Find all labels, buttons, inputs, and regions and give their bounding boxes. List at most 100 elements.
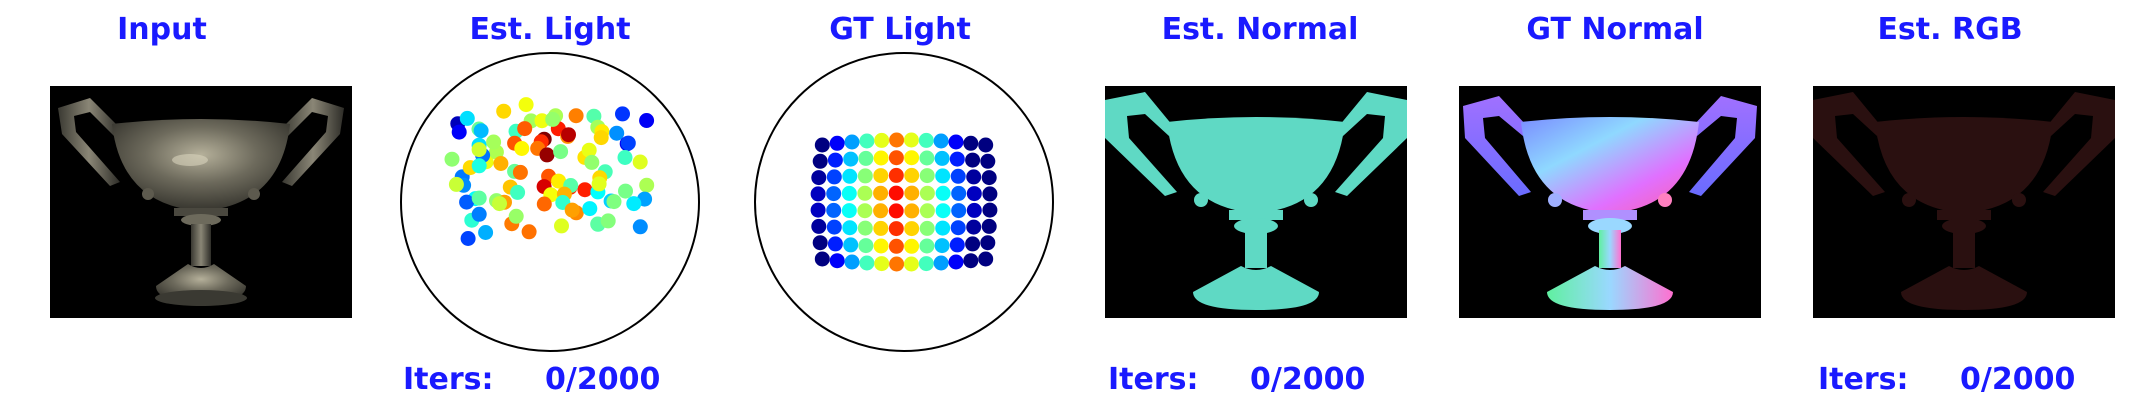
light-dot bbox=[935, 185, 951, 201]
light-dot bbox=[859, 255, 875, 271]
light-dot bbox=[521, 224, 537, 240]
light-dot bbox=[978, 251, 994, 267]
gt-light-sphere bbox=[752, 50, 1056, 354]
light-dot bbox=[966, 169, 982, 185]
light-dot bbox=[919, 185, 935, 201]
light-dot bbox=[842, 168, 858, 184]
light-dot bbox=[935, 220, 951, 236]
light-dot bbox=[827, 152, 843, 168]
light-dot bbox=[950, 168, 966, 184]
light-dot bbox=[888, 150, 904, 166]
light-dot bbox=[510, 184, 526, 200]
light-dot bbox=[471, 206, 487, 222]
light-dot bbox=[554, 218, 569, 234]
light-dot bbox=[904, 238, 920, 254]
est-light-title: Est. Light bbox=[469, 12, 631, 47]
light-dot bbox=[904, 167, 920, 183]
light-dot bbox=[826, 219, 842, 235]
light-dot bbox=[553, 144, 569, 160]
light-dot bbox=[626, 196, 642, 212]
light-dot bbox=[459, 110, 475, 126]
light-dot bbox=[811, 170, 827, 186]
light-dot bbox=[933, 133, 949, 149]
gt-normal-title: GT Normal bbox=[1526, 12, 1704, 47]
est-rgb-image bbox=[1813, 86, 2115, 318]
light-dot bbox=[858, 150, 874, 166]
light-dot bbox=[919, 238, 935, 254]
light-dot bbox=[842, 220, 858, 236]
light-dot bbox=[874, 256, 890, 272]
light-dot bbox=[873, 238, 889, 254]
light-dot bbox=[857, 203, 873, 219]
light-dot bbox=[639, 113, 655, 128]
iters-value: 0/2000 bbox=[1960, 362, 2076, 397]
light-dot bbox=[918, 256, 934, 272]
light-dot bbox=[810, 186, 826, 202]
light-dot bbox=[512, 164, 528, 180]
light-dot bbox=[545, 111, 561, 127]
light-dot bbox=[948, 254, 964, 270]
light-dot bbox=[934, 238, 950, 254]
light-dot bbox=[935, 168, 951, 184]
light-dot bbox=[814, 251, 830, 267]
light-dot bbox=[981, 218, 997, 234]
light-dot bbox=[889, 132, 905, 148]
est-light-sphere bbox=[398, 50, 702, 354]
light-dot bbox=[471, 190, 487, 206]
light-dot bbox=[810, 202, 826, 218]
gt-light-title: GT Light bbox=[829, 12, 971, 47]
light-dot bbox=[981, 170, 997, 186]
light-dot bbox=[888, 167, 904, 183]
light-dot bbox=[873, 168, 889, 184]
light-dot bbox=[459, 194, 475, 210]
light-dot bbox=[811, 218, 827, 234]
light-dot bbox=[857, 220, 873, 236]
light-dot bbox=[518, 97, 534, 113]
light-dot bbox=[584, 154, 600, 170]
light-dot bbox=[444, 151, 460, 167]
light-dot bbox=[904, 150, 920, 166]
light-dot bbox=[577, 182, 593, 198]
light-dot bbox=[814, 137, 830, 153]
est-normal-title: Est. Normal bbox=[1161, 12, 1359, 47]
light-dot bbox=[812, 153, 828, 169]
light-dot bbox=[965, 236, 981, 252]
light-dot bbox=[829, 135, 845, 151]
light-dot bbox=[473, 123, 489, 139]
light-dot bbox=[606, 194, 622, 210]
light-dot bbox=[950, 220, 966, 236]
light-dot bbox=[493, 156, 509, 171]
light-dot bbox=[632, 219, 648, 235]
light-dot bbox=[966, 202, 982, 218]
light-dot bbox=[826, 202, 842, 218]
light-dot bbox=[844, 254, 860, 270]
light-dot bbox=[618, 183, 633, 199]
light-dot bbox=[873, 220, 889, 236]
light-dot bbox=[841, 185, 857, 201]
light-dot bbox=[873, 203, 889, 219]
light-dot bbox=[582, 201, 598, 217]
light-dot bbox=[478, 225, 494, 240]
light-dot bbox=[564, 202, 580, 218]
light-dot bbox=[609, 125, 625, 141]
light-dot bbox=[888, 238, 904, 254]
light-dot bbox=[561, 127, 576, 143]
light-dot bbox=[888, 185, 904, 201]
light-dot bbox=[966, 219, 982, 235]
light-dot bbox=[933, 255, 949, 271]
light-dot bbox=[919, 168, 935, 184]
light-dot bbox=[826, 186, 842, 202]
light-dot bbox=[843, 237, 859, 253]
iters-label: Iters: bbox=[403, 362, 494, 397]
light-dot bbox=[949, 237, 965, 253]
light-dot bbox=[593, 130, 609, 146]
light-dot bbox=[951, 203, 967, 219]
light-dot bbox=[982, 202, 998, 218]
light-dot bbox=[827, 236, 843, 252]
light-dot bbox=[617, 150, 633, 165]
light-dot bbox=[966, 186, 982, 202]
light-dot bbox=[934, 150, 950, 166]
light-dot bbox=[620, 135, 636, 151]
input-image bbox=[50, 86, 352, 318]
light-dot bbox=[857, 168, 873, 184]
